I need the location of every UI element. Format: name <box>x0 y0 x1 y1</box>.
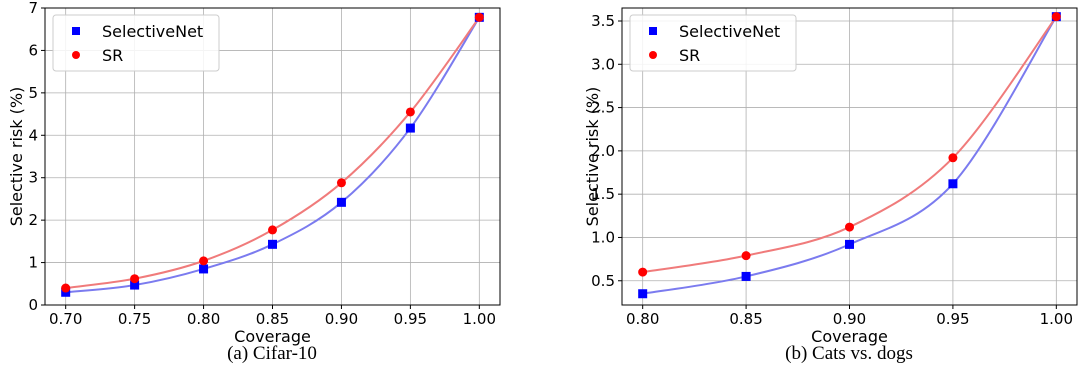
data-point-selectivenet <box>741 271 751 281</box>
data-point-sr <box>268 225 277 235</box>
x-axis-label: Coverage <box>234 327 311 346</box>
data-point-sr <box>336 178 346 188</box>
legend-marker-circle <box>649 51 657 59</box>
y-axis-label: Selective risk (%) <box>7 87 26 227</box>
data-point-sr <box>638 267 648 277</box>
x-tick-label: 0.80 <box>187 310 220 328</box>
y-tick-label: 3.0 <box>591 55 615 73</box>
y-tick-label: 3 <box>28 169 38 187</box>
data-point-sr <box>845 222 854 232</box>
y-tick-label: 1 <box>28 254 38 272</box>
y-tick-label: 2.5 <box>591 99 615 117</box>
legend-marker-circle <box>72 51 80 59</box>
data-point-sr <box>405 107 415 117</box>
y-tick-label: 7 <box>28 0 38 17</box>
data-point-sr <box>948 153 958 163</box>
data-point-selectivenet <box>199 264 209 274</box>
chart-panel-cifar10: 0.70 0.75 0.80 0.85 0.90 0.95 1.00 0 1 2 3 4 5 6 7 Cove… <box>7 0 501 364</box>
figure-caption: (b) Cats vs. dogs <box>785 343 913 364</box>
data-point-sr <box>741 251 751 261</box>
x-tick-label: 0.85 <box>729 310 762 328</box>
y-tick-label: 1.0 <box>591 228 615 246</box>
data-point-selectivenet <box>948 179 958 189</box>
series-line-selectivenet <box>642 16 1058 295</box>
data-point-selectivenet <box>336 197 346 207</box>
y-tick-label: 1.5 <box>591 185 615 203</box>
data-point-sr <box>61 283 71 293</box>
series-line-sr <box>642 16 1058 274</box>
data-point-selectivenet <box>130 280 140 290</box>
x-tick-label: 0.90 <box>833 310 866 328</box>
x-tick-label: 1.00 <box>1040 310 1073 328</box>
figure-caption: (a) Cifar-10 <box>227 343 317 364</box>
legend-label: SR <box>679 46 700 65</box>
x-tick-label: 0.95 <box>394 310 427 328</box>
legend: SelectiveNet SR <box>52 14 220 72</box>
y-tick-label: 2.0 <box>591 142 615 160</box>
legend-label: SR <box>102 46 123 65</box>
data-point-selectivenet <box>638 289 648 299</box>
data-point-selectivenet <box>845 239 854 249</box>
y-tick-label: 5 <box>28 84 38 102</box>
legend-box <box>52 14 220 72</box>
data-point-selectivenet <box>268 239 277 249</box>
y-tick-label: 4 <box>28 126 38 144</box>
x-tick-label: 0.75 <box>118 310 151 328</box>
data-point-sr <box>199 256 209 266</box>
data-point-sr <box>474 12 484 22</box>
legend-box <box>629 14 797 72</box>
y-axis-label: Selective risk (%) <box>583 87 602 227</box>
y-tick-label: 3.5 <box>591 12 615 30</box>
chart-panel-cats-vs-dogs: 0.80 0.85 0.90 0.95 1.00 0.5 1.0 1.5 2.0 2.5 3.0 3.… <box>583 7 1078 364</box>
x-tick-label: 0.90 <box>325 310 358 328</box>
legend-marker-square <box>649 27 657 35</box>
legend-marker-square <box>72 27 80 35</box>
x-tick-label: 0.80 <box>626 310 659 328</box>
data-point-sr <box>1051 12 1061 22</box>
legend-label: SelectiveNet <box>102 22 203 41</box>
legend: SelectiveNet SR <box>629 14 797 72</box>
x-tick-label: 1.00 <box>463 310 496 328</box>
x-tick-label: 0.70 <box>49 310 82 328</box>
y-tick-label: 0 <box>28 296 38 314</box>
data-point-sr <box>130 274 140 284</box>
y-tick-label: 0.5 <box>591 272 615 290</box>
y-tick-label: 6 <box>28 41 38 59</box>
x-tick-label: 0.85 <box>256 310 289 328</box>
data-point-selectivenet <box>405 123 415 133</box>
y-tick-label: 2 <box>28 211 38 229</box>
legend-label: SelectiveNet <box>679 22 780 41</box>
x-tick-label: 0.95 <box>936 310 969 328</box>
x-axis-label: Coverage <box>811 327 888 346</box>
